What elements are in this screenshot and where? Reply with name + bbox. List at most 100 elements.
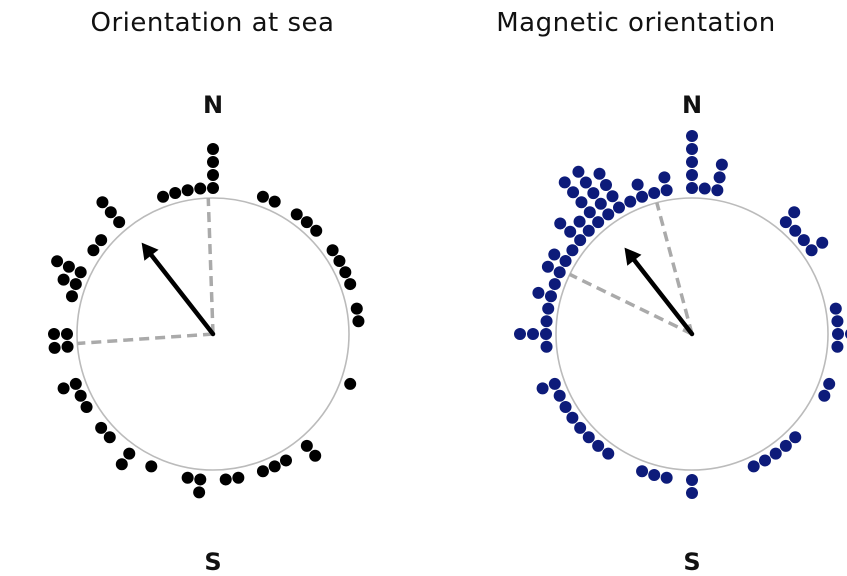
data-point bbox=[788, 206, 801, 219]
data-point bbox=[95, 234, 108, 247]
mean-vector-arrow bbox=[149, 252, 216, 337]
data-point bbox=[559, 255, 572, 267]
data-point bbox=[831, 340, 844, 353]
data-point bbox=[816, 236, 829, 249]
data-point bbox=[48, 341, 61, 354]
data-point bbox=[104, 206, 117, 219]
data-point bbox=[575, 196, 588, 209]
data-point bbox=[715, 158, 728, 171]
data-point bbox=[779, 216, 792, 229]
data-point bbox=[207, 182, 219, 194]
data-point bbox=[290, 208, 303, 221]
data-point bbox=[686, 156, 698, 168]
data-point bbox=[602, 208, 615, 221]
data-point bbox=[686, 169, 698, 181]
data-point bbox=[564, 225, 577, 238]
data-point bbox=[582, 224, 595, 237]
unit-circle bbox=[555, 197, 829, 471]
data-point bbox=[310, 224, 323, 237]
confidence-interval-line bbox=[568, 272, 693, 336]
data-point bbox=[123, 447, 136, 460]
data-point bbox=[207, 143, 219, 155]
data-point bbox=[194, 182, 207, 195]
chart-panel-right: Magnetic orientation N S bbox=[425, 0, 847, 576]
data-point bbox=[268, 460, 281, 473]
data-point bbox=[300, 439, 313, 452]
data-point bbox=[559, 401, 572, 413]
north-label: N bbox=[202, 91, 224, 119]
data-point bbox=[631, 178, 644, 191]
data-point bbox=[823, 377, 836, 390]
data-point bbox=[583, 206, 596, 219]
data-point bbox=[805, 244, 818, 257]
data-point bbox=[658, 171, 671, 184]
data-point bbox=[648, 469, 661, 482]
data-point bbox=[769, 447, 782, 460]
data-point bbox=[579, 176, 592, 189]
data-point bbox=[62, 260, 75, 273]
data-point bbox=[540, 315, 553, 328]
data-point bbox=[113, 216, 126, 229]
chart-title: Magnetic orientation bbox=[496, 8, 776, 38]
data-point bbox=[686, 474, 698, 486]
data-point bbox=[514, 328, 526, 340]
confidence-interval-line bbox=[77, 332, 214, 346]
data-point bbox=[352, 315, 365, 328]
data-point bbox=[207, 156, 219, 168]
data-point bbox=[69, 278, 82, 291]
circular-plot-magnetic bbox=[514, 130, 847, 499]
data-point bbox=[309, 449, 322, 462]
data-point bbox=[540, 328, 552, 340]
data-point bbox=[606, 190, 619, 203]
data-point bbox=[686, 130, 698, 142]
data-point bbox=[554, 217, 567, 230]
circular-plot-sea bbox=[48, 143, 365, 499]
data-point bbox=[300, 216, 313, 229]
data-point bbox=[193, 486, 206, 499]
data-point bbox=[87, 244, 100, 257]
data-point bbox=[592, 439, 605, 452]
data-point bbox=[542, 302, 555, 315]
data-point bbox=[57, 382, 70, 395]
data-point bbox=[69, 377, 82, 390]
data-point bbox=[344, 377, 357, 390]
south-label: S bbox=[204, 548, 222, 576]
data-point bbox=[600, 179, 612, 192]
data-point bbox=[686, 143, 698, 155]
data-point bbox=[582, 431, 595, 444]
data-point bbox=[344, 278, 357, 291]
data-point bbox=[339, 266, 352, 279]
data-point bbox=[219, 473, 232, 486]
data-point bbox=[566, 244, 579, 257]
data-point bbox=[57, 273, 70, 286]
data-point bbox=[636, 190, 649, 203]
mean-vector-arrow bbox=[632, 257, 695, 337]
data-point bbox=[95, 421, 108, 434]
data-point bbox=[96, 196, 109, 209]
data-point bbox=[574, 234, 587, 247]
data-point bbox=[256, 465, 269, 478]
data-point bbox=[74, 389, 87, 402]
data-point bbox=[789, 431, 802, 444]
data-point bbox=[553, 389, 566, 402]
data-point bbox=[350, 302, 363, 315]
data-point bbox=[660, 471, 673, 484]
data-point bbox=[574, 421, 587, 434]
data-point bbox=[61, 328, 73, 340]
data-point bbox=[74, 266, 87, 279]
data-point bbox=[169, 186, 182, 199]
data-point bbox=[829, 302, 842, 315]
chart-title: Orientation at sea bbox=[90, 8, 335, 38]
data-point bbox=[207, 169, 219, 181]
chart-panel-left: Orientation at sea N S bbox=[48, 8, 365, 576]
data-point bbox=[232, 471, 245, 484]
data-point bbox=[660, 184, 673, 197]
data-point bbox=[268, 195, 281, 208]
data-point bbox=[548, 278, 561, 291]
data-point bbox=[280, 454, 292, 467]
data-point bbox=[157, 190, 170, 203]
data-point bbox=[593, 167, 606, 180]
data-point bbox=[686, 487, 698, 499]
data-point bbox=[587, 187, 600, 200]
data-point bbox=[592, 216, 605, 229]
